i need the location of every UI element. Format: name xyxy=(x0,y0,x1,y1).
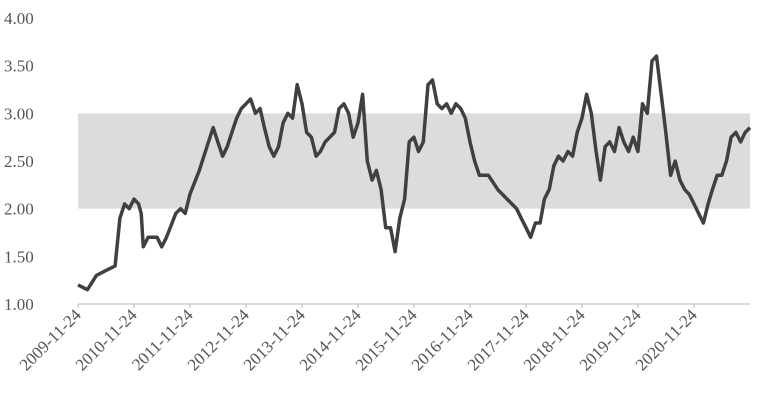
shaded-band xyxy=(78,113,750,209)
y-tick-label: 4.00 xyxy=(4,9,34,28)
line xyxy=(77,54,752,292)
y-tick-label: 1.50 xyxy=(4,247,34,266)
y-tick-label: 3.50 xyxy=(4,57,34,76)
y-tick-label: 3.00 xyxy=(4,104,34,123)
y-tick-label: 2.00 xyxy=(4,200,34,219)
x-tick-label: 2020-11-24 xyxy=(632,305,701,374)
y-tick-label: 1.00 xyxy=(4,295,34,314)
y-tick-label: 2.50 xyxy=(4,152,34,171)
